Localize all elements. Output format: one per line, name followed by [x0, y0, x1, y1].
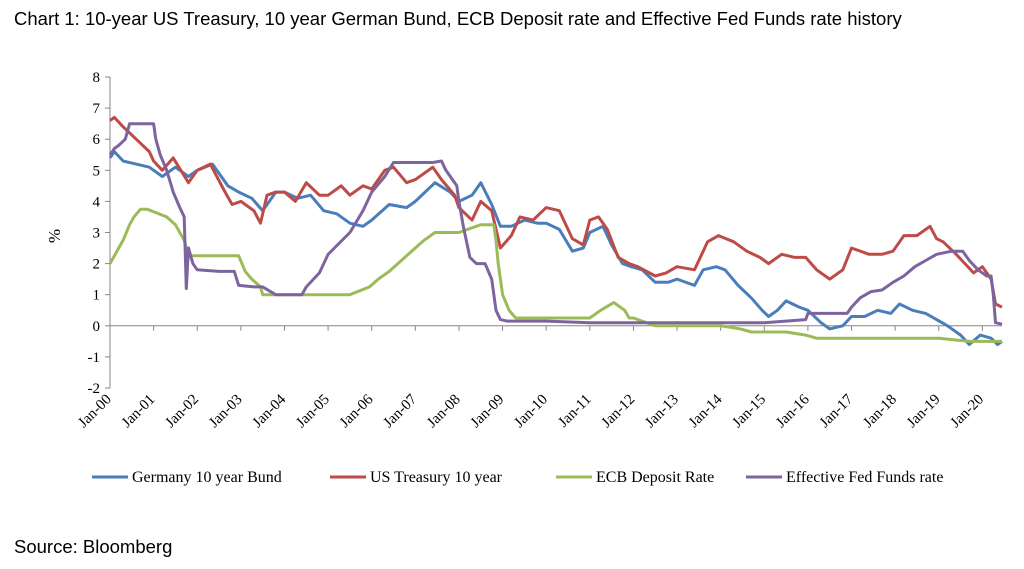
- x-tick-label: Jan-01: [119, 392, 159, 432]
- x-tick-label: Jan-19: [904, 392, 944, 432]
- y-axis-label: %: [45, 229, 64, 243]
- x-tick-label: Jan-18: [860, 392, 900, 432]
- y-tick-label: 2: [93, 257, 101, 273]
- x-tick-label: Jan-08: [424, 392, 464, 432]
- x-axis-ticks: Jan-00 Jan-01 Jan-02 Jan-03 Jan-04 Jan-05 Jan-…: [75, 325, 988, 432]
- y-tick-label: 4: [93, 194, 101, 210]
- y-tick-label: -2: [88, 381, 101, 397]
- series-line-4: [108, 122, 1003, 326]
- y-tick-label: 1: [93, 288, 101, 304]
- x-tick-label: Jan-14: [686, 391, 726, 431]
- legend-label: ECB Deposit Rate: [596, 469, 714, 486]
- x-tick-label: Jan-00: [75, 392, 115, 432]
- y-tick-label: 6: [93, 132, 101, 148]
- source-note: Source: Bloomberg: [14, 536, 173, 557]
- x-tick-label: Jan-12: [599, 392, 639, 432]
- x-tick-label: Jan-02: [162, 392, 202, 432]
- chart-title: Chart 1: 10-year US Treasury, 10 year Ge…: [14, 8, 902, 29]
- legend-label: Germany 10 year Bund: [132, 469, 282, 486]
- x-tick-label: Jan-09: [468, 392, 508, 432]
- legend-label: US Treasury 10 year: [370, 469, 503, 486]
- legend: Germany 10 year Bund US Treasury 10 year E…: [92, 469, 943, 486]
- y-tick-label: 5: [93, 163, 101, 179]
- x-tick-label: Jan-10: [511, 392, 551, 432]
- y-tick-label: -1: [88, 350, 101, 366]
- y-tick-label: 8: [93, 70, 101, 86]
- x-tick-label: Jan-13: [642, 392, 682, 432]
- x-tick-label: Jan-20: [948, 392, 988, 432]
- x-tick-label: Jan-04: [250, 391, 290, 431]
- x-tick-label: Jan-16: [773, 391, 813, 431]
- x-tick-label: Jan-07: [381, 391, 421, 431]
- x-tick-label: Jan-17: [817, 391, 857, 431]
- legend-label: Effective Fed Funds rate: [786, 469, 943, 486]
- x-tick-label: Jan-05: [293, 392, 333, 432]
- y-tick-label: 7: [93, 101, 101, 117]
- x-tick-label: Jan-03: [206, 392, 246, 432]
- y-tick-label: 3: [93, 226, 101, 242]
- x-tick-label: Jan-11: [555, 392, 594, 431]
- y-axis-ticks: 8 7 6 5 4 3 2 1 0 -1 -2: [88, 70, 110, 397]
- axes: [109, 77, 1002, 388]
- x-tick-label: Jan-06: [337, 391, 377, 431]
- series-line-2: [109, 115, 1003, 309]
- series-line-1: [108, 150, 1003, 346]
- y-tick-label: 0: [93, 319, 101, 335]
- x-tick-label: Jan-15: [730, 392, 770, 432]
- series-lines: [108, 115, 1003, 346]
